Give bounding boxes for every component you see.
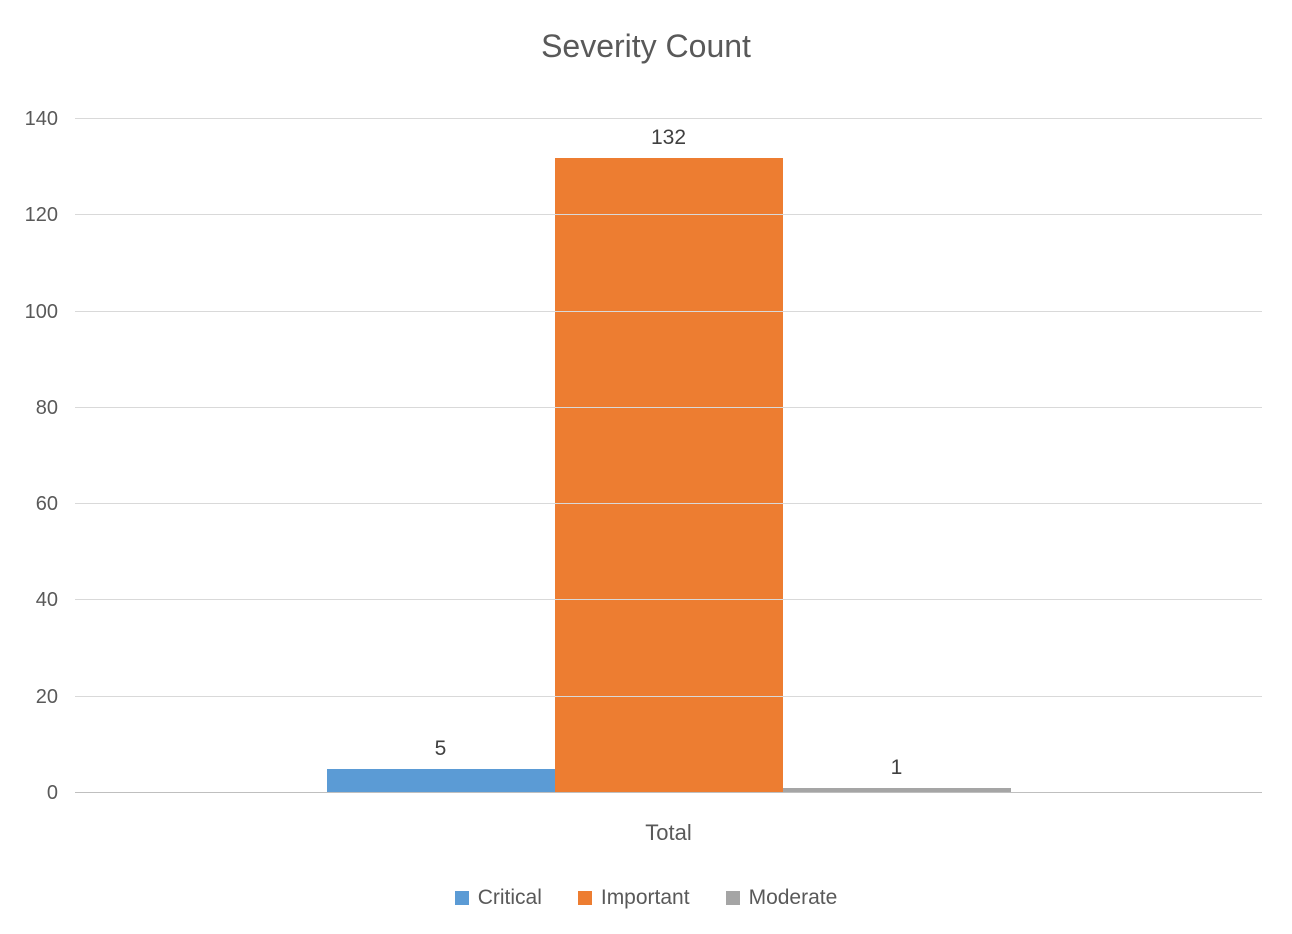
legend-label: Important xyxy=(600,886,690,909)
gridline xyxy=(75,599,1262,601)
data-label-important: 132 xyxy=(650,125,687,149)
y-axis-tick-label: 60 xyxy=(35,493,58,516)
legend-swatch-icon xyxy=(725,891,740,905)
gridline xyxy=(75,406,1262,408)
bar-moderate: 1 xyxy=(782,756,1011,793)
y-axis-tick-label: 80 xyxy=(35,396,58,419)
bar-group: 5 132 1 xyxy=(75,126,1262,793)
gridline xyxy=(75,503,1262,505)
y-axis-tick-label: 40 xyxy=(35,589,58,612)
plot-area: 5 132 1 xyxy=(75,118,1262,793)
x-category-label: Total xyxy=(645,820,692,845)
gridline xyxy=(75,792,1262,793)
y-axis-tick-label: 140 xyxy=(24,108,58,130)
legend-swatch-icon xyxy=(454,891,469,905)
gridline xyxy=(75,695,1262,697)
legend: Critical Important Moderate xyxy=(0,886,1292,910)
bar-critical: 5 xyxy=(326,737,555,793)
gridline xyxy=(75,310,1262,312)
y-axis-tick-label: 120 xyxy=(24,204,58,227)
legend-swatch-icon xyxy=(577,891,592,905)
legend-label: Critical xyxy=(477,886,542,909)
legend-item-moderate: Moderate xyxy=(725,886,838,910)
legend-item-critical: Critical xyxy=(454,886,542,910)
y-axis-tick-label: 20 xyxy=(35,685,58,708)
data-label-critical: 5 xyxy=(434,736,447,760)
bar-important: 132 xyxy=(554,126,783,793)
legend-label: Moderate xyxy=(748,886,838,909)
chart-title: Severity Count xyxy=(541,28,751,64)
data-label-moderate: 1 xyxy=(890,756,903,780)
y-axis-tick-label: 100 xyxy=(24,300,58,323)
gridline xyxy=(75,118,1262,119)
legend-item-important: Important xyxy=(577,886,690,910)
gridline xyxy=(75,214,1262,216)
y-axis-tick-label: 0 xyxy=(46,782,58,804)
